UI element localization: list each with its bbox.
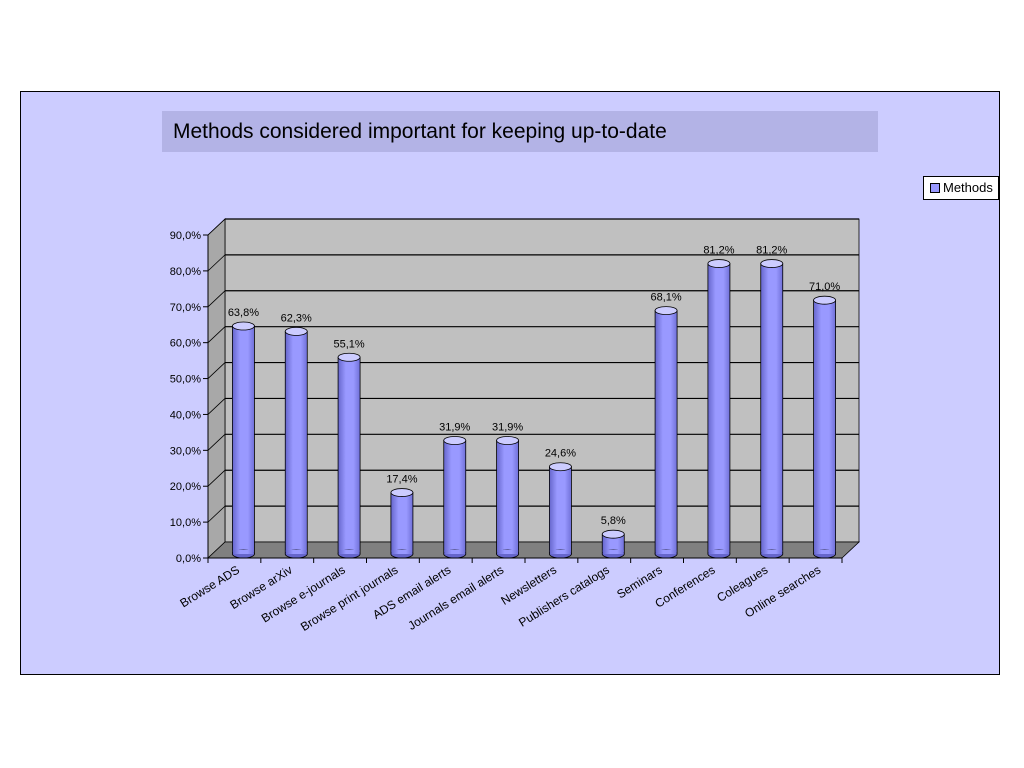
- bar-body: [496, 440, 519, 555]
- y-tick-label: 70,0%: [170, 302, 201, 314]
- bar: [390, 488, 414, 559]
- category-label: Conferences: [652, 563, 717, 611]
- y-tick-label: 0,0%: [176, 553, 201, 565]
- side-wall: [207, 218, 226, 559]
- bar-top: [707, 259, 731, 268]
- y-axis: 0,0% 10,0% 20,0% 30,0% 40,0% 50,0% 60,0% 70,0% 8…: [170, 230, 209, 565]
- bar: [549, 462, 572, 559]
- data-label: 24,6%: [545, 448, 576, 460]
- data-label: 68,1%: [650, 292, 681, 304]
- gridlines: [207, 218, 859, 523]
- bar-top: [654, 306, 678, 315]
- back-wall: [224, 218, 860, 543]
- bar-top: [390, 488, 414, 497]
- y-tick-label: 80,0%: [170, 266, 201, 278]
- y-tick-label: 60,0%: [170, 338, 201, 350]
- bar-body: [337, 356, 361, 555]
- data-label: 55,1%: [333, 338, 364, 350]
- bar-base-cover: [285, 550, 307, 554]
- bar: [654, 306, 678, 559]
- bar-top: [284, 327, 308, 336]
- bar-base-cover: [391, 550, 413, 554]
- bar-base-cover: [602, 550, 624, 554]
- bar-base-cover: [655, 550, 677, 554]
- bar-base-cover: [814, 550, 836, 554]
- legend: Methods: [923, 176, 999, 200]
- bar-top: [549, 462, 572, 472]
- bar: [707, 259, 731, 559]
- gridline-side: [207, 290, 226, 308]
- category-label: Publishers catalogs: [516, 563, 612, 630]
- bar-base-cover: [338, 550, 360, 554]
- data-label: 63,8%: [228, 307, 259, 319]
- bar-body: [390, 492, 414, 555]
- bar: [284, 327, 308, 559]
- bar-top: [337, 352, 361, 362]
- bar-top: [601, 529, 625, 539]
- bar-body: [707, 263, 731, 555]
- legend-label: Methods: [943, 180, 993, 195]
- gridline-side: [207, 218, 226, 236]
- gridline-side: [207, 254, 226, 272]
- data-label: 62,3%: [281, 312, 312, 324]
- bars: [232, 259, 836, 559]
- bar: [601, 529, 625, 559]
- bar: [760, 259, 784, 559]
- gridline-side: [207, 326, 226, 343]
- data-label: 31,9%: [439, 422, 470, 434]
- y-tick-label: 90,0%: [170, 230, 201, 242]
- bar-body: [654, 310, 678, 555]
- bar-base-cover: [497, 550, 519, 554]
- data-label: 17,4%: [386, 474, 417, 486]
- bar-body: [760, 263, 784, 555]
- bar: [232, 321, 255, 559]
- data-label: 5,8%: [601, 515, 626, 527]
- chart-title: Methods considered important for keeping…: [162, 111, 878, 152]
- category-label: Browse print journals: [298, 563, 400, 634]
- bar-base-cover: [549, 550, 571, 554]
- bar-body: [284, 331, 308, 555]
- bar-top: [760, 259, 784, 268]
- bar-top: [232, 321, 255, 331]
- bar-top: [443, 436, 467, 445]
- bar-top: [496, 436, 519, 445]
- legend-swatch: [930, 183, 940, 193]
- data-label: 81,2%: [756, 245, 787, 257]
- data-label: 81,2%: [703, 245, 734, 257]
- gridline-side: [207, 362, 226, 379]
- gridline-side: [207, 398, 226, 415]
- data-label: 31,9%: [492, 422, 523, 434]
- bar-body: [232, 325, 255, 555]
- y-tick-label: 10,0%: [170, 517, 201, 529]
- y-tick-label: 50,0%: [170, 374, 201, 386]
- bar-body: [549, 466, 572, 555]
- bar-top: [813, 295, 836, 305]
- bar: [496, 436, 519, 559]
- category-label: Journals email alerts: [405, 563, 506, 633]
- bar-body: [813, 299, 836, 555]
- bar-base-cover: [232, 550, 254, 554]
- bar-base-cover: [708, 550, 730, 554]
- bar-base-cover: [444, 550, 466, 554]
- y-tick-label: 20,0%: [170, 481, 201, 493]
- y-tick-label: 40,0%: [170, 409, 201, 421]
- gridline-side: [207, 505, 226, 523]
- gridline-side: [207, 469, 226, 487]
- bar: [443, 436, 467, 559]
- y-tick-label: 30,0%: [170, 445, 201, 457]
- gridline-side: [207, 434, 226, 451]
- bar: [813, 295, 836, 559]
- bar-base-cover: [761, 550, 783, 554]
- bar-body: [443, 440, 467, 555]
- data-label: 71,0%: [809, 281, 840, 293]
- bar: [337, 352, 361, 559]
- data-labels: 63,8% 62,3% 55,1% 17,4% 31,9% 31,9% 24,6% 5,8% 6…: [228, 245, 841, 528]
